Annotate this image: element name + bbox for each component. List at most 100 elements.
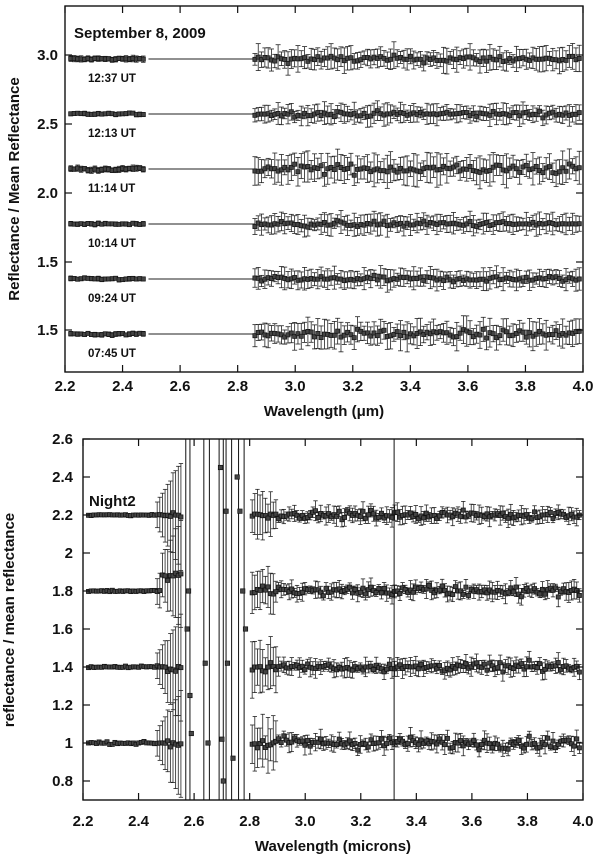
bottom-data-point-marker [307, 512, 313, 518]
top-data-point-marker [454, 162, 460, 168]
top-data-point-marker [381, 327, 387, 333]
bottom-data-point-marker [423, 510, 429, 516]
top-data-point-marker [252, 333, 258, 339]
bottom-data-point-marker [381, 669, 387, 675]
top-data-point-marker [556, 276, 562, 281]
top-data-point-marker [576, 110, 582, 116]
top-data-point-marker [401, 223, 407, 229]
bottom-data-point-marker [249, 667, 255, 673]
top-data-point-marker [470, 110, 476, 116]
bottom-data-point-marker [418, 662, 424, 667]
top-data-point-marker [315, 276, 321, 282]
bottom-data-point-marker [526, 657, 532, 663]
top-data-point-marker [348, 332, 354, 338]
top-data-point-marker [398, 165, 403, 171]
bottom-data-point-marker [537, 661, 543, 667]
bottom-data-point-marker [265, 515, 271, 521]
top-series-2: 11:14 UT [68, 148, 582, 195]
top-x-tick-label: 3.2 [342, 378, 363, 395]
bottom-data-point-marker [386, 661, 392, 667]
bottom-data-point-marker [162, 573, 168, 579]
bottom-data-point-marker [381, 585, 387, 591]
top-x-tick-label: 3.8 [515, 378, 536, 395]
top-panel-ticks: 2.2 2.4 2.6 2.8 3.0 3.2 3.4 3.6 3.8 4.0 3.0 2.5 2.0 1… [37, 6, 593, 395]
bottom-data-point-marker [468, 664, 474, 670]
bottom-data-point-marker [558, 666, 564, 672]
bottom-data-point-marker [260, 583, 266, 589]
bottom-data-point-marker [508, 511, 514, 517]
top-data-point-marker [378, 221, 384, 227]
top-series-0: 12:37 UT [68, 41, 582, 85]
bottom-data-point-marker [294, 512, 300, 518]
top-series-time-label: 10:14 UT [88, 238, 136, 250]
bottom-data-point-marker [368, 584, 374, 590]
top-data-point-marker [576, 276, 582, 282]
top-series-time-label: 12:13 UT [88, 128, 136, 140]
top-data-point-marker [454, 334, 460, 340]
bottom-data-point-marker [389, 514, 395, 520]
bottom-data-point-marker [318, 589, 324, 595]
bottom-data-point-marker [574, 663, 580, 669]
bottom-data-point-marker [487, 660, 493, 666]
top-data-point-marker [484, 58, 490, 64]
bottom-data-point-marker [460, 507, 466, 513]
top-data-point-marker [398, 220, 403, 226]
top-data-point-marker [365, 330, 370, 336]
bottom-data-point-marker [553, 663, 559, 669]
bottom-data-point-marker [500, 510, 506, 516]
top-data-point-marker [576, 56, 582, 61]
bottom-data-point-marker [336, 508, 342, 514]
top-data-point-marker [533, 163, 539, 169]
top-data-point-marker [467, 164, 473, 169]
top-data-point-marker [474, 113, 480, 119]
top-data-point-marker [417, 274, 423, 280]
top-data-point-marker [513, 110, 519, 115]
top-data-point-marker [371, 330, 377, 336]
top-data-point-marker [140, 166, 146, 172]
bottom-data-point-marker [484, 511, 490, 517]
bottom-data-point-marker [516, 664, 522, 669]
top-data-point-marker [394, 169, 400, 175]
top-data-point-marker [368, 113, 374, 119]
bottom-data-point-marker [510, 589, 516, 595]
bottom-data-point-marker [463, 584, 469, 590]
top-data-point-marker [140, 112, 146, 118]
top-data-point-marker [560, 165, 566, 171]
top-data-point-marker [305, 224, 311, 230]
bottom-data-point-marker [474, 660, 479, 666]
top-data-point-marker [252, 224, 258, 229]
bottom-data-point-marker [505, 515, 511, 521]
bottom-data-point-marker [397, 662, 403, 668]
top-data-point-marker [576, 221, 582, 227]
top-data-point-marker [295, 331, 301, 337]
top-data-point-marker [308, 329, 314, 335]
bottom-data-point-marker [360, 667, 366, 673]
top-data-point-marker [272, 58, 278, 64]
top-series-1: 12:13 UT [68, 100, 582, 140]
bottom-data-point-marker [500, 669, 506, 675]
bottom-data-point-marker [313, 508, 318, 514]
top-data-point-marker [315, 166, 321, 171]
bottom-data-point-marker [165, 669, 171, 674]
bottom-data-point-marker [421, 515, 427, 521]
top-data-point-marker [275, 221, 281, 227]
bottom-data-point-marker [481, 587, 487, 593]
top-data-point-marker [494, 57, 499, 63]
top-data-point-marker [477, 169, 483, 175]
bottom-data-point-marker [460, 591, 466, 597]
top-data-point-marker [394, 329, 400, 335]
bottom-data-point-marker [413, 511, 419, 517]
bottom-data-point-marker [342, 515, 347, 520]
top-data-point-marker [421, 60, 427, 66]
bottom-data-point-marker [286, 589, 292, 595]
top-data-point-marker [374, 277, 380, 283]
bottom-data-point-marker [426, 582, 432, 588]
top-data-point-marker [517, 169, 523, 175]
top-data-point-marker [315, 54, 321, 60]
top-data-point-marker [550, 332, 556, 338]
bottom-data-point-marker [415, 666, 421, 672]
top-data-point-marker [298, 333, 304, 339]
bottom-data-point-marker [408, 510, 413, 516]
top-data-point-marker [345, 166, 351, 171]
